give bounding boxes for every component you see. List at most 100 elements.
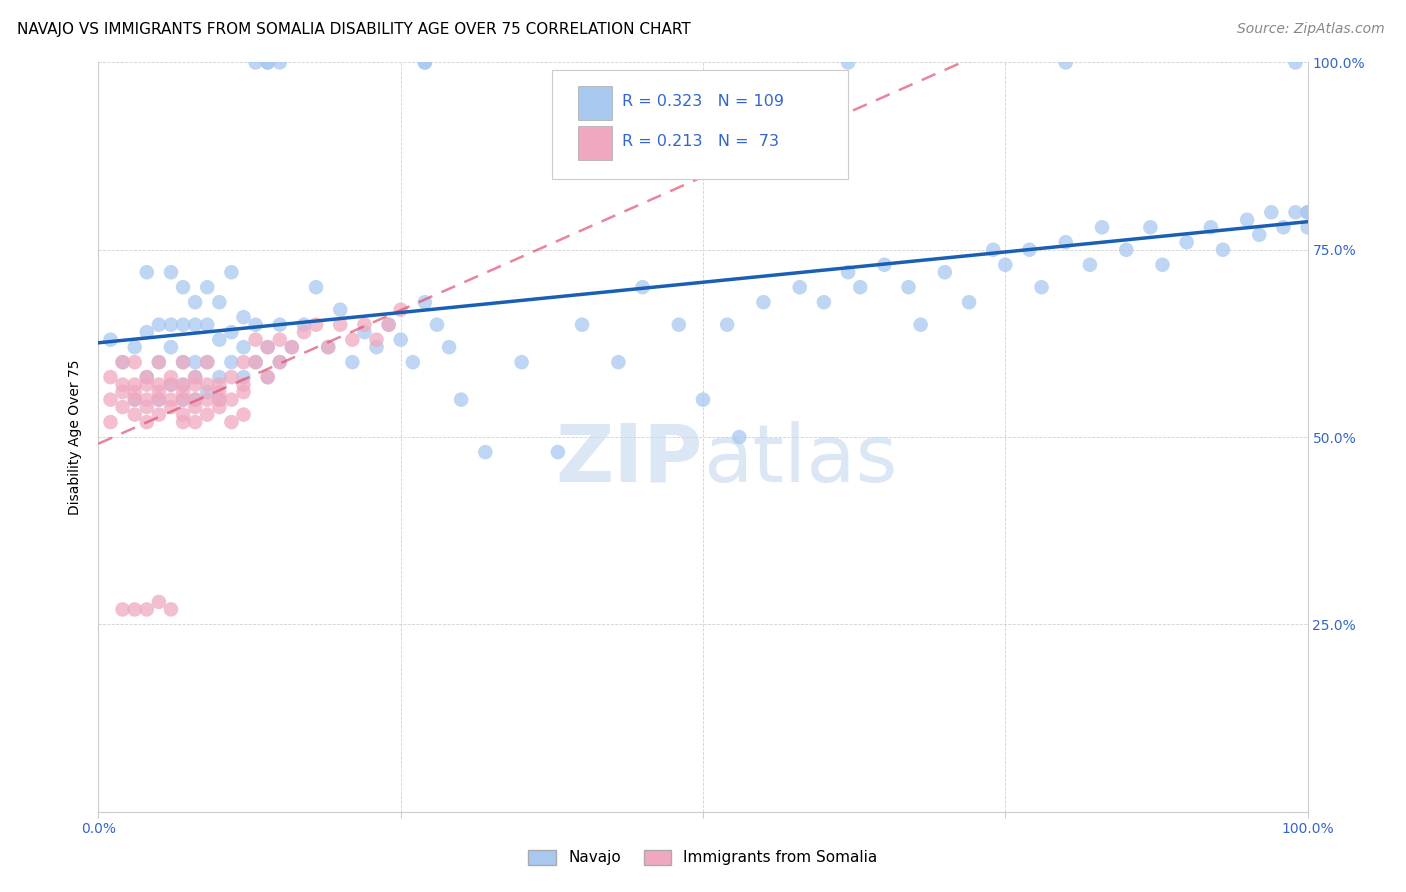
Point [111, 400, 134, 414]
Point [426, 318, 449, 332]
Point [148, 392, 170, 407]
Point [172, 318, 194, 332]
Point [148, 318, 170, 332]
Point [100, 392, 122, 407]
Point [184, 295, 207, 310]
Point [208, 370, 231, 384]
Point [1199, 220, 1222, 235]
Point [221, 415, 243, 429]
Point [1078, 258, 1101, 272]
Point [389, 302, 412, 317]
Point [172, 392, 194, 407]
Point [221, 392, 243, 407]
Point [1091, 220, 1114, 235]
Point [184, 400, 207, 414]
Point [148, 595, 170, 609]
Point [111, 602, 134, 616]
Point [124, 377, 146, 392]
Point [981, 243, 1004, 257]
Point [221, 265, 243, 279]
Point [172, 280, 194, 294]
Point [245, 355, 267, 369]
Point [256, 370, 278, 384]
Point [100, 370, 122, 384]
Point [256, 55, 278, 70]
Point [232, 355, 254, 369]
Text: ZIP: ZIP [555, 420, 703, 499]
Point [184, 392, 207, 407]
Point [1296, 220, 1319, 235]
Point [208, 377, 231, 392]
Point [172, 415, 194, 429]
FancyBboxPatch shape [578, 87, 613, 120]
Point [342, 333, 364, 347]
Point [124, 392, 146, 407]
Legend: Navajo, Immigrants from Somalia: Navajo, Immigrants from Somalia [522, 844, 884, 871]
Point [1296, 205, 1319, 219]
Point [148, 392, 170, 407]
Point [184, 370, 207, 384]
Point [413, 295, 436, 310]
Point [124, 355, 146, 369]
Point [100, 333, 122, 347]
Point [1249, 227, 1271, 242]
Text: R = 0.323   N = 109: R = 0.323 N = 109 [621, 94, 785, 109]
Point [135, 370, 157, 384]
Point [160, 377, 183, 392]
Point [160, 392, 183, 407]
Point [366, 333, 388, 347]
Point [1152, 258, 1174, 272]
Point [342, 355, 364, 369]
Point [232, 408, 254, 422]
Point [957, 295, 980, 310]
Point [135, 392, 157, 407]
Point [172, 392, 194, 407]
Point [813, 295, 835, 310]
Point [135, 377, 157, 392]
Point [269, 318, 291, 332]
Point [232, 370, 254, 384]
Point [281, 340, 304, 354]
Point [292, 318, 315, 332]
Point [450, 392, 472, 407]
Point [631, 280, 654, 294]
Point [195, 355, 218, 369]
Point [256, 340, 278, 354]
Point [160, 377, 183, 392]
Point [305, 318, 328, 332]
Point [316, 340, 339, 354]
Point [571, 318, 593, 332]
Point [172, 385, 194, 400]
Point [934, 265, 956, 279]
Point [256, 370, 278, 384]
Text: atlas: atlas [703, 420, 897, 499]
Point [111, 377, 134, 392]
Point [245, 55, 267, 70]
Point [1296, 205, 1319, 219]
Point [184, 392, 207, 407]
Point [208, 333, 231, 347]
Point [184, 415, 207, 429]
Point [124, 340, 146, 354]
Point [353, 318, 375, 332]
Point [232, 310, 254, 325]
Point [366, 340, 388, 354]
Point [221, 325, 243, 339]
Point [208, 400, 231, 414]
Point [1031, 280, 1053, 294]
Point [269, 355, 291, 369]
Point [1284, 55, 1306, 70]
Point [195, 318, 218, 332]
Text: Source: ZipAtlas.com: Source: ZipAtlas.com [1237, 22, 1385, 37]
FancyBboxPatch shape [551, 70, 848, 178]
Point [910, 318, 932, 332]
Point [135, 325, 157, 339]
Text: NAVAJO VS IMMIGRANTS FROM SOMALIA DISABILITY AGE OVER 75 CORRELATION CHART: NAVAJO VS IMMIGRANTS FROM SOMALIA DISABI… [17, 22, 690, 37]
Point [221, 370, 243, 384]
Point [474, 445, 496, 459]
Point [184, 355, 207, 369]
Point [172, 377, 194, 392]
Point [329, 318, 352, 332]
Point [148, 377, 170, 392]
Point [208, 392, 231, 407]
